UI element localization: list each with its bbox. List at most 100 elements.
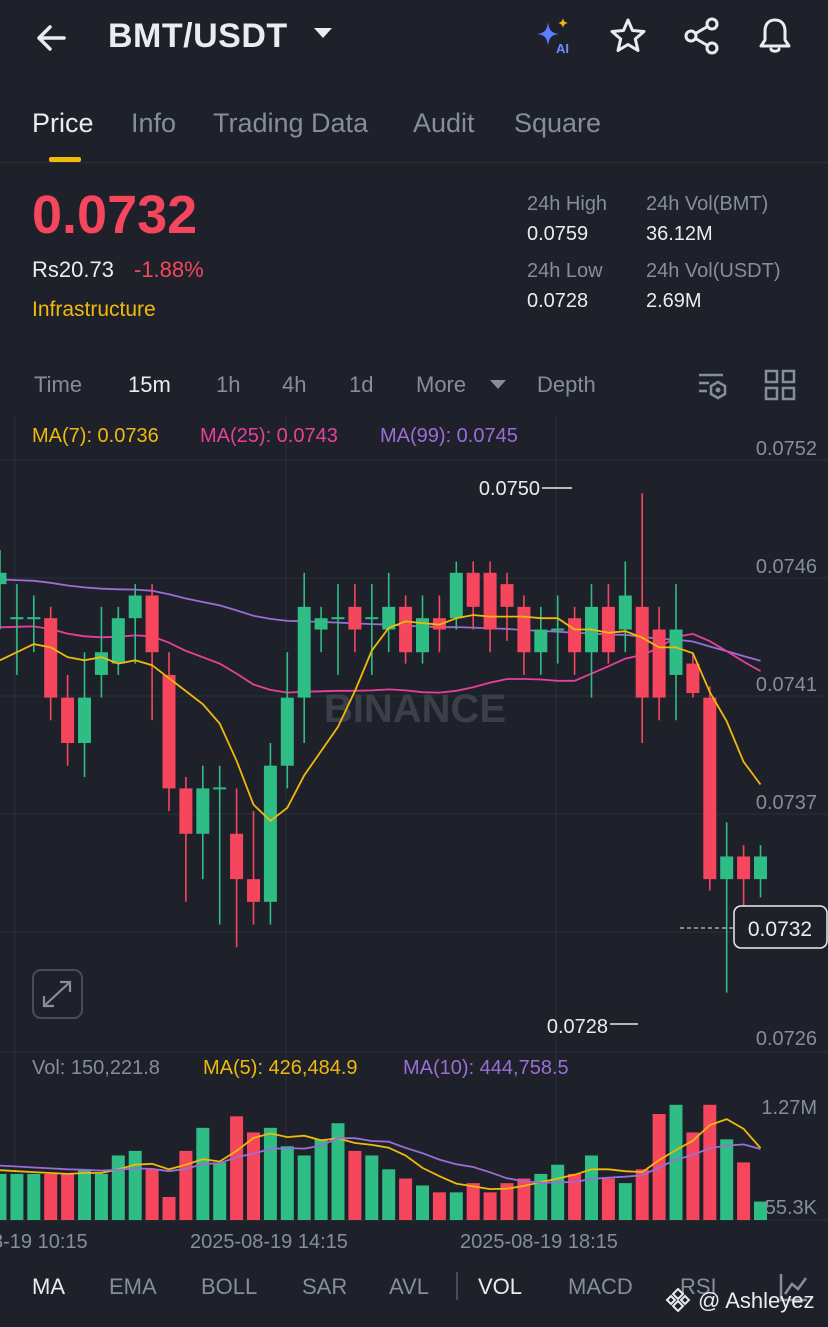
volume-bar [737,1162,751,1220]
candle-body [331,617,345,620]
volume-bar [720,1139,734,1220]
price-axis-label: 0.0746 [756,556,817,578]
candle-body [720,856,734,880]
ma25-legend: MA(25): 0.0743 [200,425,338,447]
candle-body [618,595,632,630]
category-tag[interactable]: Infrastructure [32,298,156,321]
indicator-avl[interactable]: AVL [389,1274,429,1299]
volume-bar [517,1178,531,1220]
candle-body [669,629,683,675]
interval-time[interactable]: Time [34,372,83,397]
indicator-settings-icon[interactable] [777,1270,811,1304]
ma7-line [0,614,762,822]
tab-price[interactable]: Price [32,108,94,138]
interval-1h[interactable]: 1h [216,372,241,397]
volume-bar [483,1192,497,1220]
tab-square[interactable]: Square [514,108,602,138]
candle-body [652,629,666,698]
current-price-tag [733,905,828,949]
volume-bar [348,1150,362,1220]
indicator-boll[interactable]: BOLL [201,1274,258,1299]
candle-body [44,618,58,698]
volume-bar [568,1173,582,1220]
volume-bar [27,1173,41,1220]
volume-bars [0,1104,767,1220]
volume-bar [331,1123,345,1220]
bell-icon[interactable] [755,16,795,56]
volume-axis-top: 1.27M [761,1097,817,1119]
stat-high-value: 0.0759 [527,223,589,245]
indicator-sar[interactable]: SAR [302,1274,348,1299]
user-watermark: @ Ashleyez [698,1288,815,1313]
price-axis: 0.0752 0.0746 0.0741 0.0737 0.0726 [756,438,817,1050]
candle-body [686,663,700,694]
volume-bar [0,1173,7,1220]
indicator-ma[interactable]: MA [32,1274,65,1299]
volume-bar [44,1173,58,1220]
volume-ma10-legend: MA(10): 444,758.5 [403,1057,569,1079]
volume-bar [466,1183,480,1220]
interval-more[interactable]: More [416,372,467,397]
indicator-vol[interactable]: VOL [478,1274,523,1299]
volume-bar [618,1183,632,1220]
interval-4h[interactable]: 4h [282,372,307,397]
candle-body [449,572,463,619]
volume-legend: Vol: 150,221.8 [32,1057,160,1079]
current-price-tag-label: 0.0732 [748,918,812,941]
back-arrow-icon[interactable] [30,16,74,60]
chart-settings-icon[interactable] [696,368,730,402]
candle-body [703,697,717,880]
tab-audit[interactable]: Audit [413,108,475,138]
candle-body [568,618,582,653]
volume-bar [314,1139,328,1220]
volume-bar [399,1178,413,1220]
ai-sparkle-icon[interactable]: AI [532,16,572,56]
expand-chart-button[interactable] [32,969,83,1019]
depth-tab[interactable]: Depth [537,372,596,397]
candle-body [145,595,159,653]
interval-15m[interactable]: 15m [128,372,171,397]
candle-body [61,697,75,743]
candle-body [213,787,227,790]
price-axis-label: 0.0752 [756,438,817,460]
tab-bar: Price Info Trading Data Audit Square [0,100,828,163]
volume-bar [280,1146,294,1220]
layout-grid-icon[interactable] [764,369,796,401]
volume-bar [162,1196,176,1220]
volume-bar [179,1150,193,1220]
volume-bar [635,1169,649,1220]
volume-bar [365,1155,379,1220]
candle-body [365,617,379,620]
top-bar: BMT/USDT AI [0,0,828,80]
star-icon[interactable] [608,16,648,56]
expand-icon [42,980,72,1008]
candle-body [416,618,429,653]
tab-info[interactable]: Info [131,108,177,138]
price-axis-label: 0.0737 [756,792,817,814]
ma25-line [0,625,761,694]
candle-body [348,606,362,630]
indicator-ema[interactable]: EMA [109,1274,157,1299]
more-dropdown-icon[interactable] [490,380,506,389]
candle-body [483,572,497,630]
indicator-rsi[interactable]: RSI [680,1274,717,1299]
price-chart[interactable]: BINANCE 0.0752 0.0746 0.0741 0.0737 0.0726 0… [0,416,828,1262]
trading-pair-title[interactable]: BMT/USDT [108,17,288,55]
active-tab-indicator [49,157,81,162]
candle-body [280,697,294,766]
candle-body [179,788,193,834]
pair-dropdown-icon[interactable] [314,28,332,38]
binance-logo-icon [665,1287,691,1313]
candles [0,493,767,993]
indicator-macd[interactable]: MACD [568,1274,633,1299]
interval-1d[interactable]: 1d [349,372,374,397]
share-icon[interactable] [682,16,722,56]
volume-bar [601,1178,615,1220]
candle-body [128,595,142,619]
volume-bar [247,1132,260,1220]
candle-body [635,606,649,698]
price-axis-label: 0.0741 [756,674,817,696]
tab-trading-data[interactable]: Trading Data [213,108,369,138]
volume-bar [551,1164,565,1220]
volume-bar [703,1104,717,1220]
